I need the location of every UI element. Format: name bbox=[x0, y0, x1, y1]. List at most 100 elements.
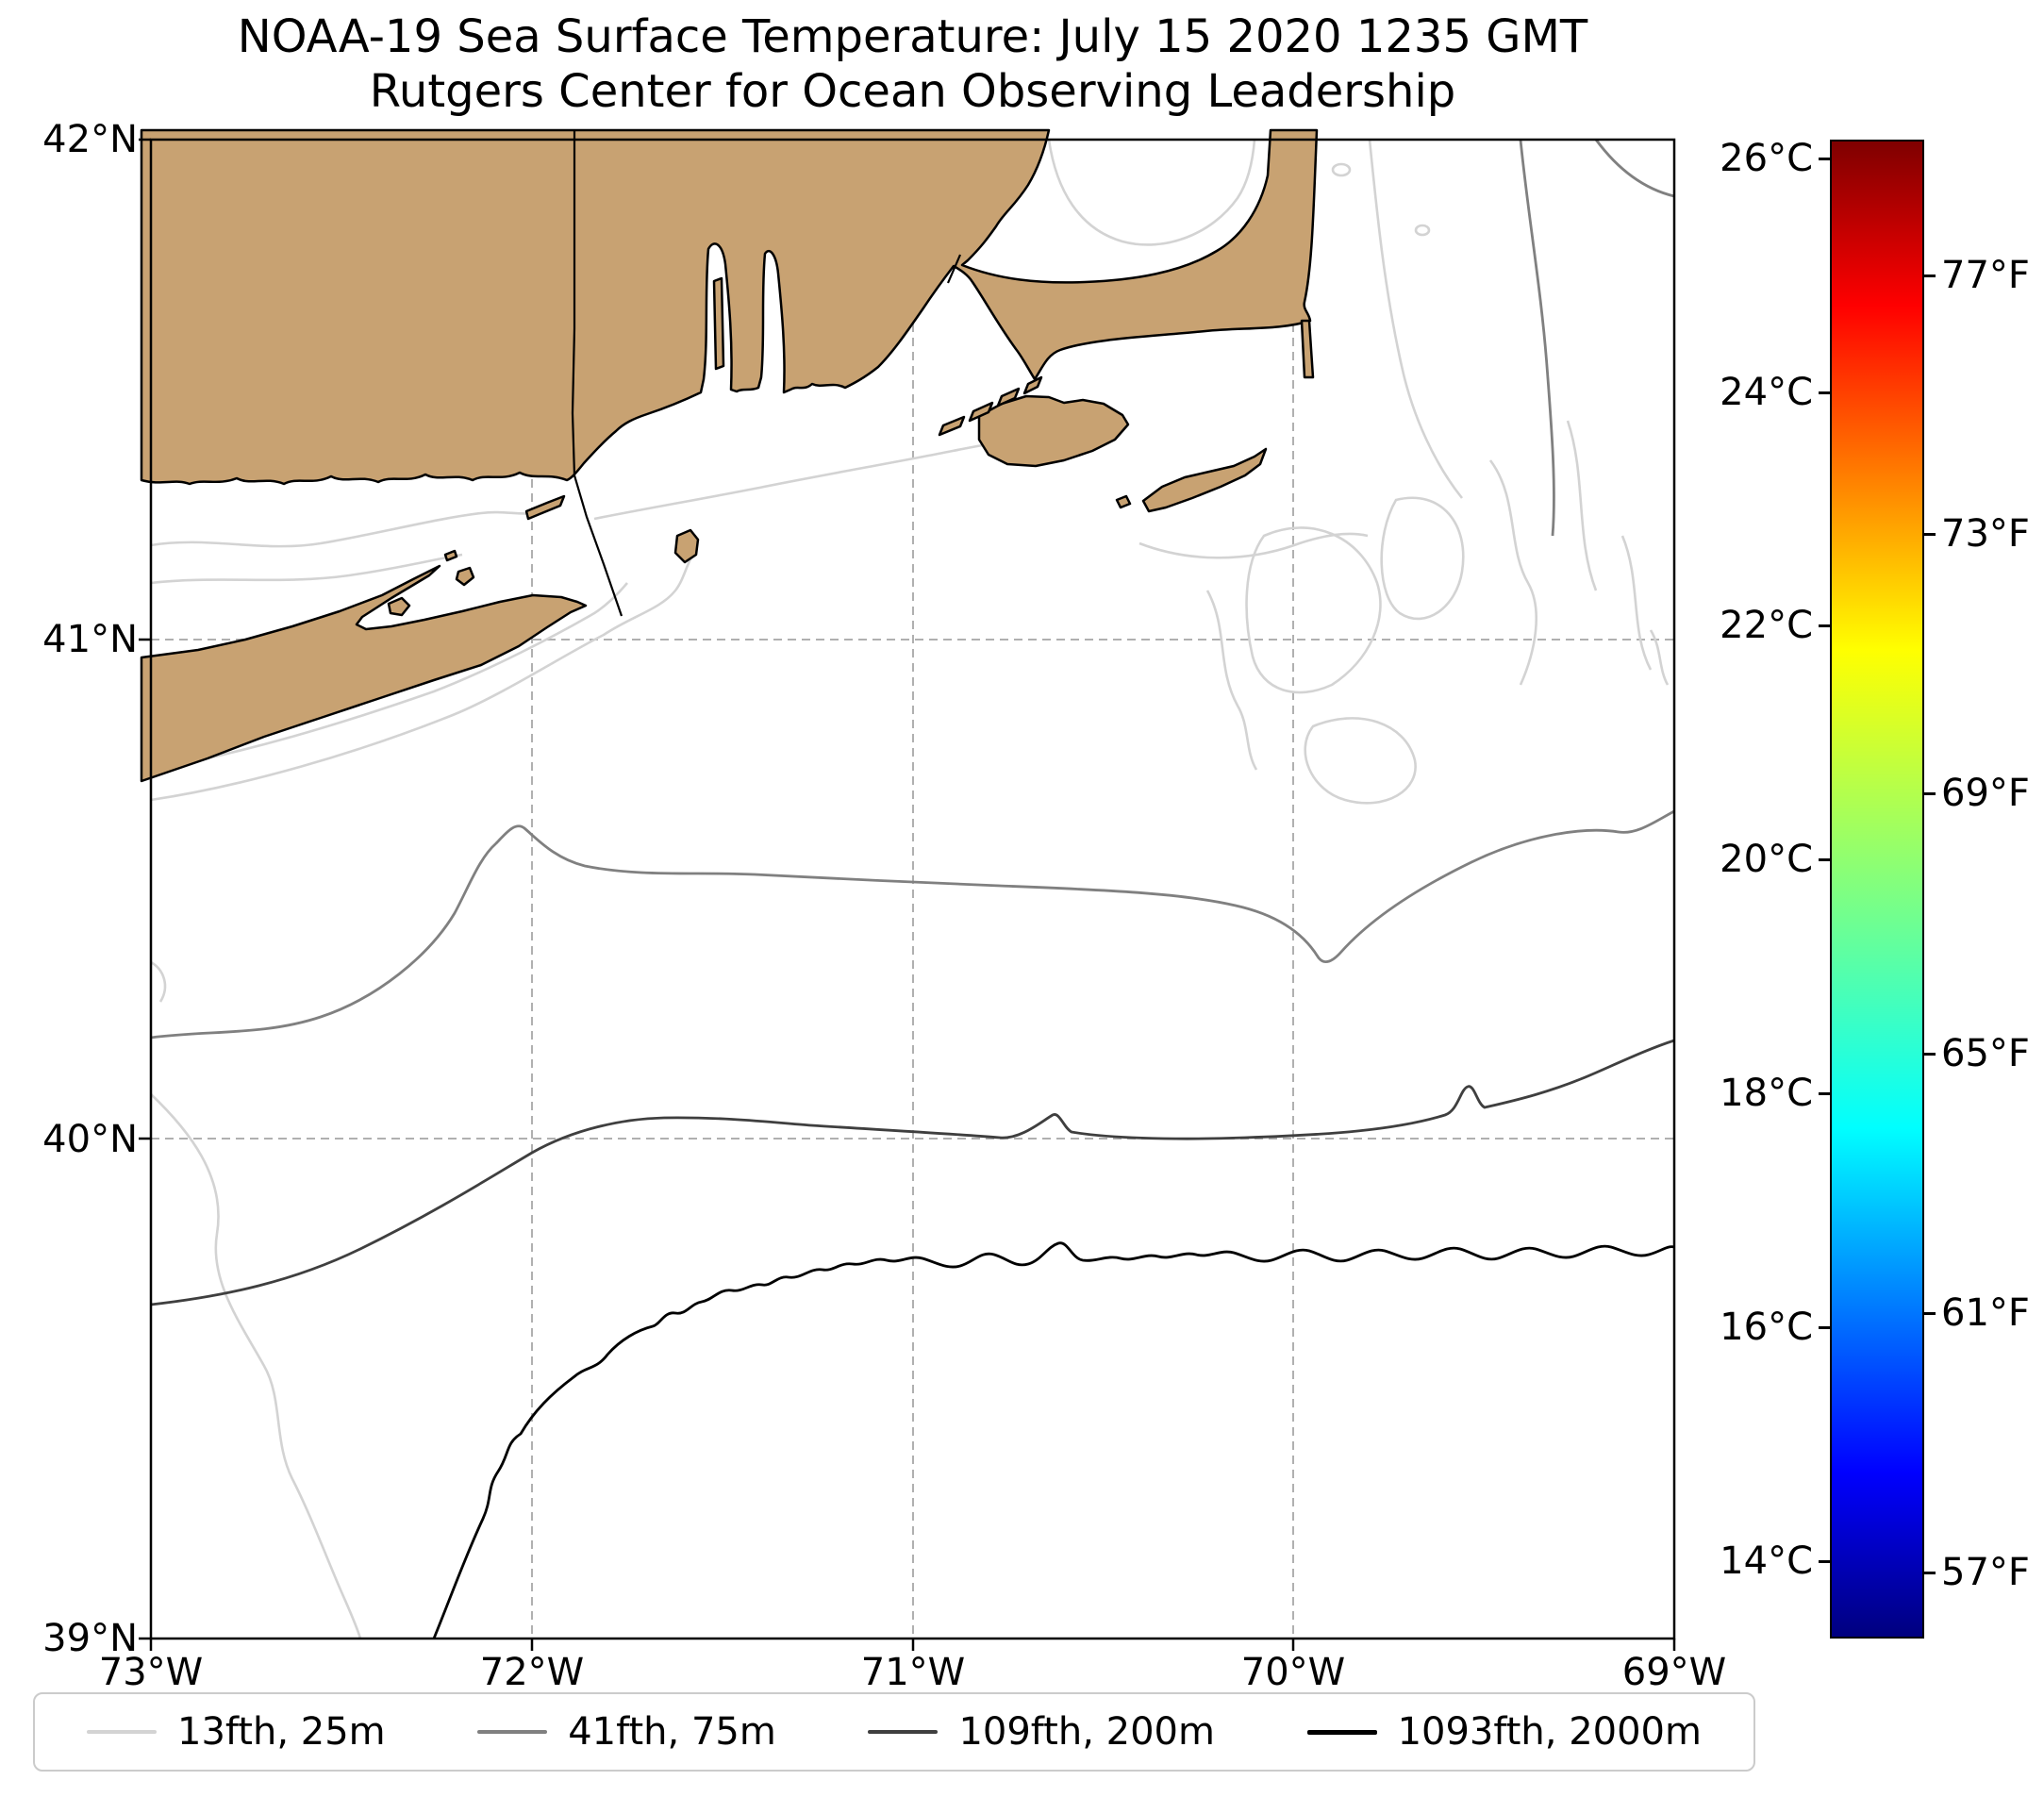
latitude-tick-39n: 39°N bbox=[42, 1617, 138, 1660]
legend-item-25m: 13fth, 25m bbox=[87, 1710, 386, 1754]
colorbar-tick bbox=[1819, 158, 1830, 160]
land-narragansett-bay-island bbox=[712, 276, 725, 371]
land-elizabeth-island-2 bbox=[996, 387, 1021, 408]
legend-label-2000m: 1093fth, 2000m bbox=[1397, 1710, 1702, 1754]
contour-25m-east-of-cape bbox=[1368, 139, 1464, 499]
contour-75m-midshelf bbox=[150, 809, 1675, 1040]
contour-25m-shoals-squiggle-2 bbox=[1488, 459, 1538, 686]
legend-label-75m: 41fth, 75m bbox=[568, 1710, 776, 1754]
colorbar-tick bbox=[1819, 391, 1830, 394]
contours-25m bbox=[150, 139, 1670, 1639]
contours-200m bbox=[150, 1039, 1675, 1306]
colorbar bbox=[1830, 140, 1924, 1639]
contour-25m-li-sound-1 bbox=[150, 510, 534, 548]
legend-item-2000m: 1093fth, 2000m bbox=[1306, 1710, 1702, 1754]
contour-2000m bbox=[432, 1241, 1675, 1639]
land-fishers-island bbox=[524, 494, 566, 521]
legend-label-200m: 109fth, 200m bbox=[958, 1710, 1215, 1754]
colorbar-tick bbox=[1819, 1092, 1830, 1095]
longitude-tick-72w: 72°W bbox=[479, 1651, 585, 1694]
longitude-tick-70w: 70°W bbox=[1240, 1651, 1346, 1694]
contour-75m-top-right-corner bbox=[1594, 139, 1675, 198]
title-block: NOAA-19 Sea Surface Temperature: July 15… bbox=[151, 9, 1674, 119]
legend-line-2000m bbox=[1306, 1729, 1377, 1735]
longitude-tick-69w: 69°W bbox=[1621, 1651, 1727, 1694]
contour-25m-ri-sound bbox=[593, 435, 1024, 521]
land-long-island bbox=[140, 564, 588, 783]
colorbar-tick bbox=[1924, 1312, 1936, 1315]
legend-line-200m bbox=[868, 1730, 939, 1734]
colorbar-fahrenheit-73: 73°F bbox=[1941, 512, 2030, 556]
contour-25m-ring-2 bbox=[1414, 224, 1431, 237]
legend-line-75m bbox=[477, 1730, 548, 1734]
colorbar-tick bbox=[1924, 1053, 1936, 1056]
map-plot bbox=[139, 128, 1676, 1651]
land-elizabeth-island-1 bbox=[1022, 375, 1043, 395]
grid-lines bbox=[151, 140, 1674, 1639]
land-elizabeth-island-3 bbox=[968, 401, 994, 423]
chart-subtitle: Rutgers Center for Ocean Observing Leade… bbox=[369, 65, 1456, 118]
longitude-tick-73w: 73°W bbox=[98, 1651, 204, 1694]
colorbar-fahrenheit-77: 77°F bbox=[1941, 254, 2030, 297]
land-shelter-island bbox=[387, 596, 411, 617]
colorbar-celsius-14: 14°C bbox=[1720, 1539, 1813, 1583]
state-border-line bbox=[571, 130, 623, 617]
colorbar-tick bbox=[1819, 624, 1830, 627]
colorbar-celsius-26: 26°C bbox=[1720, 137, 1813, 180]
axis-ticks bbox=[139, 138, 1676, 1651]
land-plum-island bbox=[443, 549, 458, 562]
land-elizabeth-island-4 bbox=[938, 415, 966, 437]
contours-75m bbox=[150, 139, 1675, 1040]
contour-25m-south-of-nantucket bbox=[1138, 532, 1369, 559]
land-nantucket bbox=[1141, 447, 1268, 513]
contour-2000m-slope bbox=[432, 1241, 1675, 1639]
colorbar-celsius-16: 16°C bbox=[1720, 1306, 1813, 1349]
colorbar-celsius-18: 18°C bbox=[1720, 1072, 1813, 1115]
colorbar-fahrenheit-61: 61°F bbox=[1941, 1291, 2030, 1335]
contour-25m-left-edge bbox=[150, 960, 167, 1003]
colorbar-tick bbox=[1819, 858, 1830, 861]
contour-25m-south-li-1 bbox=[150, 582, 628, 772]
colorbar-tick bbox=[1924, 1572, 1936, 1574]
colorbar-tick bbox=[1819, 1560, 1830, 1563]
contour-25m-channel-1 bbox=[1566, 420, 1598, 591]
contour-200m-shelf-break bbox=[150, 1039, 1675, 1306]
contour-25m-li-sound-2 bbox=[150, 553, 463, 585]
colorbar-fahrenheit-69: 69°F bbox=[1941, 772, 2030, 815]
land-monomoy bbox=[1300, 319, 1315, 379]
contour-25m-channel-2 bbox=[1620, 535, 1653, 671]
legend-label-25m: 13fth, 25m bbox=[177, 1710, 386, 1754]
latitude-tick-41n: 41°N bbox=[42, 618, 138, 661]
contour-25m-south-li-2 bbox=[150, 548, 698, 802]
latitude-tick-42n: 42°N bbox=[42, 118, 138, 161]
legend-item-75m: 41fth, 75m bbox=[477, 1710, 776, 1754]
cape-cod-canal bbox=[946, 254, 962, 284]
colorbar-celsius-22: 22°C bbox=[1720, 604, 1813, 647]
plot-frame bbox=[149, 138, 1676, 1640]
chart-title: NOAA-19 Sea Surface Temperature: July 15… bbox=[237, 10, 1588, 63]
colorbar-tick bbox=[1819, 1326, 1830, 1329]
legend-line-25m bbox=[87, 1730, 157, 1734]
contour-75m-great-south-channel bbox=[1519, 139, 1555, 537]
land-masses bbox=[140, 128, 1319, 783]
land-gardiners-island bbox=[455, 566, 475, 587]
land-tuckernuck bbox=[1115, 494, 1132, 509]
latitude-tick-40n: 40°N bbox=[42, 1118, 138, 1161]
contour-25m-shoals-blob-2 bbox=[1380, 496, 1465, 621]
contour-25m-hudson-valley bbox=[150, 1093, 362, 1639]
colorbar-tick bbox=[1924, 533, 1936, 536]
colorbar-celsius-20: 20°C bbox=[1720, 838, 1813, 881]
legend-item-200m: 109fth, 200m bbox=[868, 1710, 1215, 1754]
longitude-tick-71w: 71°W bbox=[860, 1651, 966, 1694]
boundary-lines bbox=[571, 130, 962, 617]
contour-25m-shoals-blob-1 bbox=[1245, 526, 1382, 694]
colorbar-tick bbox=[1924, 275, 1936, 277]
contour-25m-shoals-blob-3 bbox=[1304, 717, 1417, 805]
colorbar-fahrenheit-65: 65°F bbox=[1941, 1032, 2030, 1075]
land-marthas-vineyard bbox=[977, 394, 1130, 468]
contour-25m-cape-cod-bay bbox=[1047, 139, 1256, 246]
contour-25m-right-edge-bit bbox=[1649, 629, 1670, 686]
contour-25m-ring-1 bbox=[1331, 162, 1352, 177]
contour-25m-shoals-squiggle-1 bbox=[1205, 590, 1258, 771]
